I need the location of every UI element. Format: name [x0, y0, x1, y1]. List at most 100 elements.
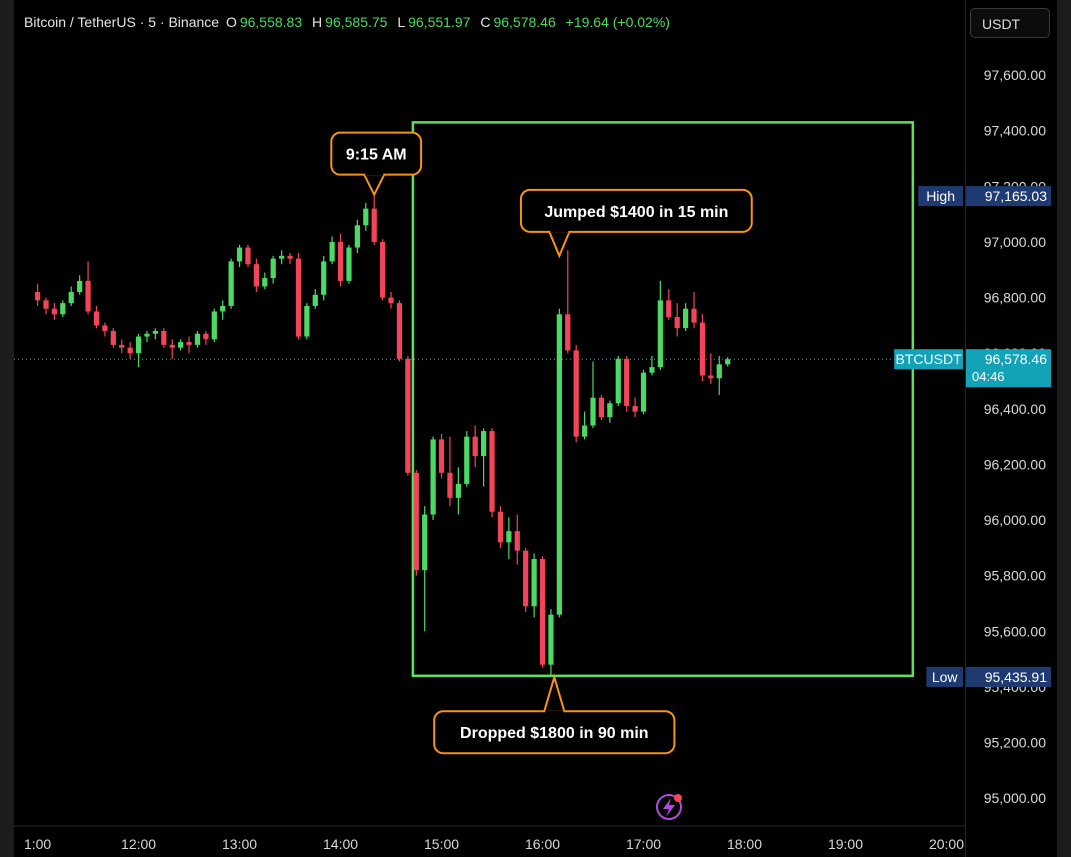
x-tick-label: 20:00 [929, 836, 964, 852]
candle-15 [161, 328, 167, 348]
open-value: 96,558.83 [239, 14, 303, 30]
candle-body [666, 300, 672, 318]
candle-body [405, 358, 411, 473]
candle-body [514, 531, 520, 551]
candle-body [472, 436, 478, 457]
candle-5 [77, 275, 83, 295]
callout-text: 9:15 AM [346, 147, 407, 164]
candle-49 [447, 436, 453, 507]
candle-body [464, 436, 470, 484]
lightning-icon[interactable] [656, 794, 682, 820]
candle-body [279, 255, 285, 259]
candle-1 [43, 297, 49, 315]
symbol-tag-label: BTCUSDT [896, 351, 963, 367]
low-tag: Low 95,435.91 [926, 666, 1051, 687]
candle-22 [220, 300, 226, 320]
candle-3 [60, 300, 66, 318]
callout-text: Dropped $1800 in 90 min [460, 725, 649, 742]
candle-body [211, 311, 217, 340]
candle-80 [708, 353, 714, 384]
candle-body [51, 308, 58, 315]
candle-44 [405, 355, 411, 476]
candle-23 [228, 258, 234, 309]
candle-35 [329, 236, 335, 265]
candle-69 [615, 355, 621, 407]
candle-20 [203, 330, 209, 345]
candle-body [539, 559, 546, 665]
candle-19 [194, 330, 201, 348]
y-tick-label: 95,800.00 [984, 568, 1046, 584]
y-tick-label: 95,600.00 [984, 623, 1046, 639]
candle-64 [573, 344, 579, 443]
candle-body [287, 255, 293, 259]
candle-71 [632, 397, 638, 418]
candle-body [565, 314, 571, 351]
low-tag-value: 95,435.91 [985, 669, 1047, 685]
chart-frame[interactable]: 9:15 AM Jumped $1400 in 15 min Dropped $18… [14, 0, 1057, 857]
candle-body [186, 342, 192, 345]
candle-body [716, 364, 722, 379]
symbol-title[interactable]: Bitcoin / TetherUS · 5 · Binance [24, 14, 220, 30]
candle-body [682, 308, 689, 329]
price-tag-value: 96,578.46 [985, 351, 1047, 367]
y-tick-label: 96,000.00 [984, 512, 1046, 528]
candle-58 [523, 547, 529, 612]
candle-body [480, 431, 487, 457]
candle-76 [674, 303, 680, 337]
countdown-value: 04:46 [972, 369, 1005, 384]
callout-pointer [547, 230, 571, 259]
candle-78 [691, 292, 697, 329]
candle-8 [102, 322, 108, 337]
candle-65 [581, 411, 588, 440]
candle-55 [497, 506, 504, 548]
candle-82 [725, 357, 731, 367]
candle-14 [152, 328, 158, 340]
x-tick-label: 1:00 [24, 836, 51, 852]
high-value: 96,585.75 [325, 14, 388, 30]
current-price-tag: BTCUSDT 96,578.46 04:46 [894, 349, 1051, 388]
candle-body [506, 531, 512, 543]
candle-63 [565, 250, 571, 354]
candle-body [422, 514, 428, 571]
candle-body [413, 472, 419, 571]
candle-body [523, 550, 529, 607]
y-tick-label: 96,400.00 [984, 401, 1046, 417]
change-value: +19.64 (+0.02%) [565, 14, 670, 30]
candle-body [725, 359, 731, 365]
callout-seam [545, 710, 564, 715]
candle-body [236, 247, 243, 262]
ohlc-header: Bitcoin / TetherUS · 5 · Binance O 96,558… [24, 14, 670, 30]
candle-body [245, 247, 251, 265]
candle-36 [337, 233, 344, 287]
candle-7 [93, 305, 100, 329]
candle-62 [556, 308, 562, 618]
candle-43 [396, 300, 403, 362]
y-tick-label: 95,200.00 [984, 735, 1046, 751]
close-value: 96,578.46 [493, 14, 556, 30]
candle-body [337, 241, 344, 281]
candle-body [699, 322, 706, 376]
candle-79 [699, 314, 706, 382]
candle-27 [262, 272, 268, 290]
candle-body [295, 258, 302, 337]
candle-68 [607, 400, 613, 423]
annotation-callout-1: Jumped $1400 in 15 min [519, 188, 753, 259]
low-tag-label-bg [926, 666, 963, 687]
candle-body [615, 358, 621, 404]
candle-28 [270, 255, 276, 284]
candle-body [573, 350, 579, 437]
price-axis-divider [965, 0, 966, 857]
candle-40 [371, 196, 377, 245]
candle-body [489, 431, 495, 512]
candle-body [169, 344, 175, 348]
candle-52 [472, 425, 478, 468]
currency-button[interactable]: USDT [970, 8, 1050, 38]
candle-body [329, 241, 335, 262]
candlestick-chart[interactable]: 9:15 AM Jumped $1400 in 15 min Dropped $18… [14, 0, 1057, 857]
candle-body [607, 403, 613, 418]
callout-seam [550, 228, 569, 233]
candle-50 [455, 467, 461, 515]
x-tick-label: 14:00 [323, 836, 358, 852]
candle-54 [489, 428, 495, 518]
candle-body [270, 258, 276, 279]
